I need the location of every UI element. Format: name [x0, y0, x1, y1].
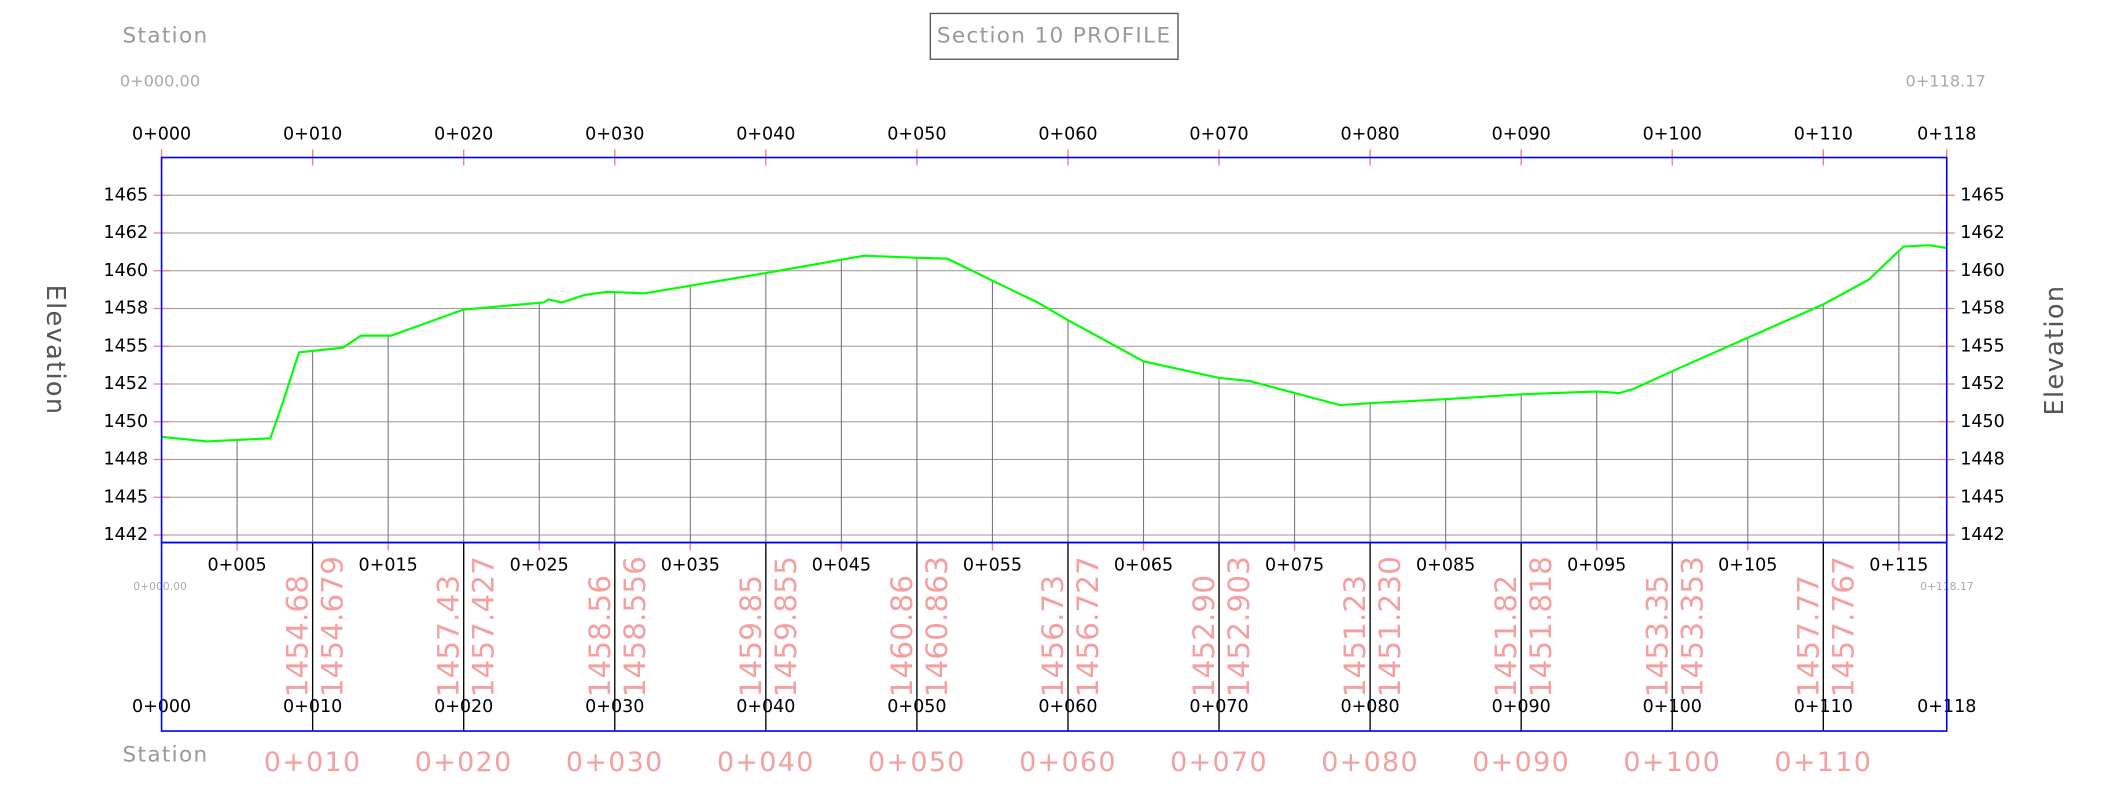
y-tick-label-right: 1458: [1960, 299, 2005, 319]
x-tick-label: 0+060: [1038, 125, 1097, 145]
elevation-label: 1451.230: [1373, 556, 1407, 697]
x-tick-label: 0+040: [736, 125, 795, 145]
station-label-pink: 0+010: [264, 747, 362, 778]
x-tick-label: 0+100: [1643, 125, 1702, 145]
station-label-pink: 0+110: [1774, 747, 1872, 778]
station-label-pink: 0+030: [566, 747, 664, 778]
y-tick-label: 1455: [104, 336, 149, 356]
y-tick-label-right: 1462: [1960, 223, 2005, 243]
title-box: [929, 12, 1179, 60]
y-tick-label-right: 1455: [1960, 336, 2005, 356]
elevation-label: 1453.353: [1675, 556, 1709, 697]
y-tick-label-right: 1452: [1960, 374, 2005, 394]
elevation-label: 1457.427: [467, 556, 501, 697]
x-tick-label: 0+010: [283, 125, 342, 145]
station-label-top: Station: [123, 23, 209, 48]
elevation-label: 1458.56: [583, 575, 617, 697]
x-tick-label: 0+020: [434, 125, 493, 145]
y-tick-label-right: 1450: [1960, 412, 2005, 432]
band-frame: [160, 541, 1948, 732]
station-label-pink: 0+060: [1019, 747, 1117, 778]
start-station: 0+000.00: [120, 72, 200, 91]
title: Section 10 PROFILE: [937, 23, 1172, 48]
station-label-pink: 0+090: [1472, 747, 1570, 778]
y-tick-label: 1452: [104, 374, 149, 394]
minor-x-tick-label: 0+015: [359, 555, 418, 575]
elevation-label: 1456.727: [1071, 556, 1105, 697]
x-tick-label: 0+000: [132, 125, 191, 145]
y-label-right: Elevation: [2040, 285, 2070, 416]
elevation-label: 1451.82: [1489, 575, 1523, 697]
y-label-left: Elevation: [40, 285, 70, 416]
minor-x-tick-label: 0+075: [1265, 555, 1324, 575]
elevation-label: 1459.855: [769, 556, 803, 697]
station-label-pink: 0+020: [415, 747, 513, 778]
station-label-pink: 0+080: [1321, 747, 1419, 778]
profile-line: [161, 244, 1947, 443]
y-tick-label-right: 1442: [1960, 525, 2005, 545]
station-label-bottom: Station: [123, 742, 209, 767]
elevation-label: 1458.556: [618, 556, 652, 697]
y-tick-label: 1445: [104, 487, 149, 507]
minor-x-tick-label: 0+065: [1114, 555, 1173, 575]
y-tick-label: 1465: [104, 185, 149, 205]
minor-x-tick-label: 0+085: [1416, 555, 1475, 575]
x-tick-label: 0+118: [1917, 125, 1976, 145]
minor-x-tick-label: 0+095: [1567, 555, 1626, 575]
elevation-label: 1457.77: [1791, 575, 1825, 697]
y-tick-label: 1458: [104, 299, 149, 319]
station-label-pink: 0+050: [868, 747, 966, 778]
minor-x-tick-label: 0+045: [812, 555, 871, 575]
station-label-pink: 0+040: [717, 747, 815, 778]
elevation-label: 1456.73: [1036, 575, 1070, 697]
elevation-label: 1452.90: [1187, 575, 1221, 697]
x-tick-label: 0+110: [1794, 125, 1853, 145]
minor-x-tick-label: 0+025: [510, 555, 569, 575]
y-tick-label: 1462: [104, 223, 149, 243]
elevation-label: 1452.903: [1222, 556, 1256, 697]
plot-frame: [160, 156, 1948, 544]
elevation-label: 1451.23: [1338, 575, 1372, 697]
end-station: 0+118.17: [1906, 72, 1986, 91]
minor-x-tick-label: 0+115: [1869, 555, 1928, 575]
x-tick-label: 0+030: [585, 125, 644, 145]
y-tick-label: 1448: [104, 450, 149, 470]
y-tick-label-right: 1448: [1960, 450, 2005, 470]
y-tick-label: 1450: [104, 412, 149, 432]
y-tick-label-right: 1445: [1960, 487, 2005, 507]
plot: 1442 1442 1445 1445 1448 1448 1450 1450 1452 1452…: [104, 125, 2005, 778]
elevation-label: 1457.43: [432, 575, 466, 697]
y-tick-label: 1442: [104, 525, 149, 545]
x-tick-label: 0+080: [1341, 125, 1400, 145]
minor-x-tick-label: 0+105: [1718, 555, 1777, 575]
x-tick-label: 0+050: [887, 125, 946, 145]
station-label-pink: 0+100: [1623, 747, 1721, 778]
elevation-label: 1451.818: [1524, 556, 1558, 697]
elevation-label: 1459.85: [734, 575, 768, 697]
elevation-label: 1460.863: [920, 556, 954, 697]
minor-x-tick-label: 0+055: [963, 555, 1022, 575]
y-tick-label-right: 1460: [1960, 261, 2005, 281]
station-label-pink: 0+070: [1170, 747, 1268, 778]
elevation-label: 1453.35: [1640, 575, 1674, 697]
y-tick-label: 1460: [104, 261, 149, 281]
band-start-station: 0+000.00: [133, 580, 187, 593]
elevation-label: 1460.86: [885, 575, 919, 697]
elevation-label: 1454.679: [316, 556, 350, 697]
x-tick-label: 0+090: [1492, 125, 1551, 145]
y-tick-label-right: 1465: [1960, 185, 2005, 205]
minor-x-tick-label: 0+035: [661, 555, 720, 575]
elevation-label: 1457.767: [1826, 556, 1860, 697]
elevation-label: 1454.68: [281, 575, 315, 697]
x-tick-label: 0+070: [1189, 125, 1248, 145]
minor-x-tick-label: 0+005: [207, 555, 266, 575]
